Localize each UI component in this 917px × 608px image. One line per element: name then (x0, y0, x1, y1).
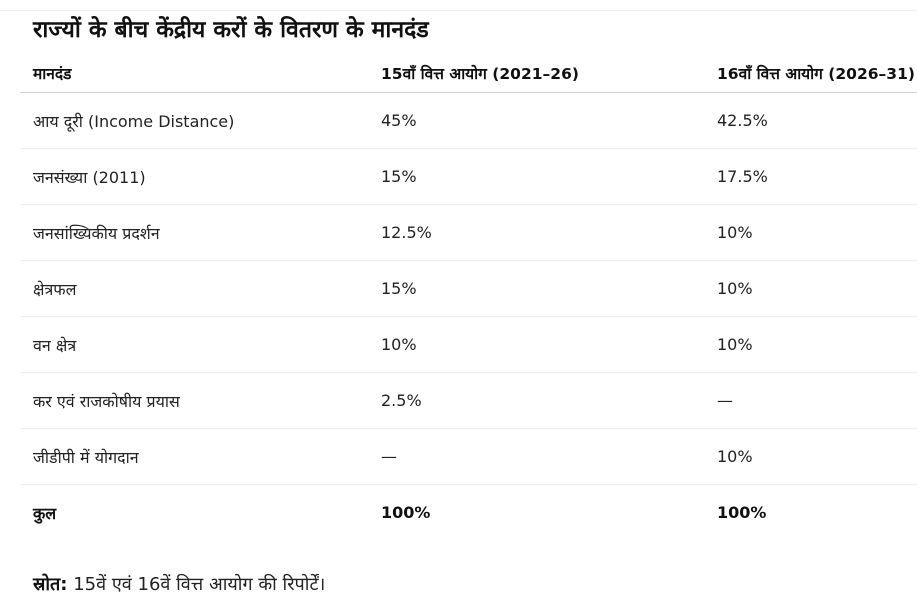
fc16-value-cell: 42.5% (704, 92, 917, 149)
table-row: क्षेत्रफल 15% 10% (20, 260, 917, 317)
criteria-table: मानदंड 15वाँ वित्त आयोग (2021–26) 16वाँ … (20, 54, 917, 540)
table-row: जनसंख्या (2011) 15% 17.5% (20, 148, 917, 205)
column-header-criteria: मानदंड (20, 54, 368, 93)
column-header-15th-fc: 15वाँ वित्त आयोग (2021–26) (368, 54, 704, 93)
criterion-cell: जनसंख्या (2011) (20, 148, 368, 205)
fc15-value-cell: 45% (368, 92, 704, 149)
fc15-value-cell: 15% (368, 148, 704, 205)
page-title: राज्यों के बीच केंद्रीय करों के वितरण के… (33, 17, 429, 43)
fc16-value-cell: — (704, 372, 917, 429)
top-divider (0, 10, 917, 11)
source-text: 15वें एवं 16वें वित्त आयोग की रिपोर्टें। (67, 574, 326, 595)
source-label: स्रोत: (33, 574, 68, 595)
fc16-value-cell: 10% (704, 428, 917, 485)
table-row: जनसांख्यिकीय प्रदर्शन 12.5% 10% (20, 204, 917, 261)
total-label-cell: कुल (33, 503, 57, 523)
criterion-cell: क्षेत्रफल (20, 260, 368, 317)
fc16-value-cell: 17.5% (704, 148, 917, 205)
fc16-value-cell: 10% (704, 204, 917, 261)
table-row: जीडीपी में योगदान — 10% (20, 428, 917, 485)
fc15-value-cell: 10% (368, 316, 704, 373)
total-row: कुल 100% 100% (20, 485, 917, 541)
fc16-total-cell: 100% (717, 503, 767, 522)
criterion-cell: जीडीपी में योगदान (20, 428, 368, 485)
criterion-cell: जनसांख्यिकीय प्रदर्शन (20, 204, 368, 261)
criterion-cell: वन क्षेत्र (20, 316, 368, 373)
column-header-16th-fc: 16वाँ वित्त आयोग (2026–31) (704, 54, 917, 93)
table-row: आय दूरी (Income Distance) 45% 42.5% (20, 92, 917, 149)
table-row: वन क्षेत्र 10% 10% (20, 316, 917, 373)
fc15-value-cell: 12.5% (368, 204, 704, 261)
fc15-value-cell: 15% (368, 260, 704, 317)
table-row: कर एवं राजकोषीय प्रयास 2.5% — (20, 372, 917, 429)
fc15-value-cell: 2.5% (368, 372, 704, 429)
source-note: स्रोत: 15वें एवं 16वें वित्त आयोग की रिप… (33, 570, 325, 600)
criterion-cell: कर एवं राजकोषीय प्रयास (20, 372, 368, 429)
fc16-value-cell: 10% (704, 316, 917, 373)
table-header-row: मानदंड 15वाँ वित्त आयोग (2021–26) 16वाँ … (20, 54, 917, 93)
fc16-value-cell: 10% (704, 260, 917, 317)
fc15-value-cell: — (368, 428, 704, 485)
fc15-total-cell: 100% (381, 503, 431, 522)
criterion-cell: आय दूरी (Income Distance) (20, 92, 368, 149)
